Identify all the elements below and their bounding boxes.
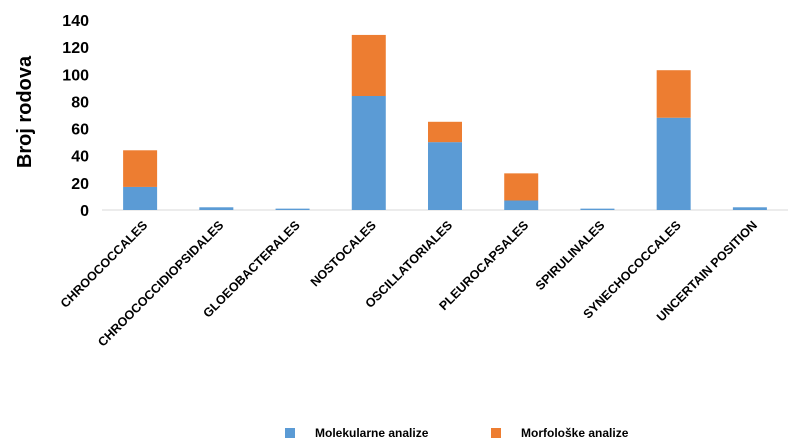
bar-molekularne-8 (732, 207, 767, 210)
y-axis-label: Broj rodova (14, 55, 36, 168)
x-category-label: CHROOCOCCIDIOPSIDALES (95, 218, 226, 349)
bars (123, 34, 767, 210)
y-tick-label: 20 (71, 176, 89, 193)
y-tick-label: 120 (62, 40, 89, 57)
y-tick-label: 140 (62, 13, 89, 30)
bar-molekularne-0 (123, 186, 158, 210)
bar-molekularne-2 (275, 208, 310, 210)
x-category-labels: CHROOCOCCALESCHROOCOCCIDIOPSIDALESGLOEOB… (58, 218, 760, 349)
y-tick-label: 40 (71, 149, 89, 166)
bar-morfoloske-5 (504, 173, 539, 201)
bar-molekularne-7 (656, 117, 691, 210)
bar-morfoloske-4 (428, 121, 462, 143)
legend-label-molekularne: Molekularne analize (315, 426, 429, 440)
bar-morfoloske-0 (123, 150, 158, 187)
bar-morfoloske-7 (656, 70, 691, 118)
bar-molekularne-5 (504, 200, 539, 210)
x-category-label: SPIRULINALES (533, 218, 608, 293)
bar-morfoloske-3 (351, 34, 386, 96)
x-category-label: OSCILLATORIALES (363, 218, 456, 311)
bar-molekularne-6 (580, 208, 615, 210)
legend: Molekularne analize Morfološke analize (285, 426, 629, 440)
x-category-label: NOSTOCALES (308, 218, 379, 289)
bar-molekularne-1 (199, 207, 234, 210)
y-tick-label: 80 (71, 94, 89, 111)
y-axis-label-group: Broj rodova (14, 55, 36, 168)
legend-swatch-morfoloske (491, 428, 501, 438)
y-ticks: 0 20 40 60 80 100 120 140 (62, 13, 89, 220)
y-tick-label: 60 (71, 122, 89, 139)
bar-molekularne-3 (351, 96, 386, 210)
y-tick-label: 100 (62, 67, 89, 84)
y-tick-label: 0 (80, 203, 89, 220)
x-category-label: CHROOCOCCALES (58, 218, 150, 310)
legend-label-morfoloske: Morfološke analize (521, 426, 629, 440)
bar-molekularne-4 (428, 142, 462, 210)
legend-swatch-molekularne (285, 428, 295, 438)
